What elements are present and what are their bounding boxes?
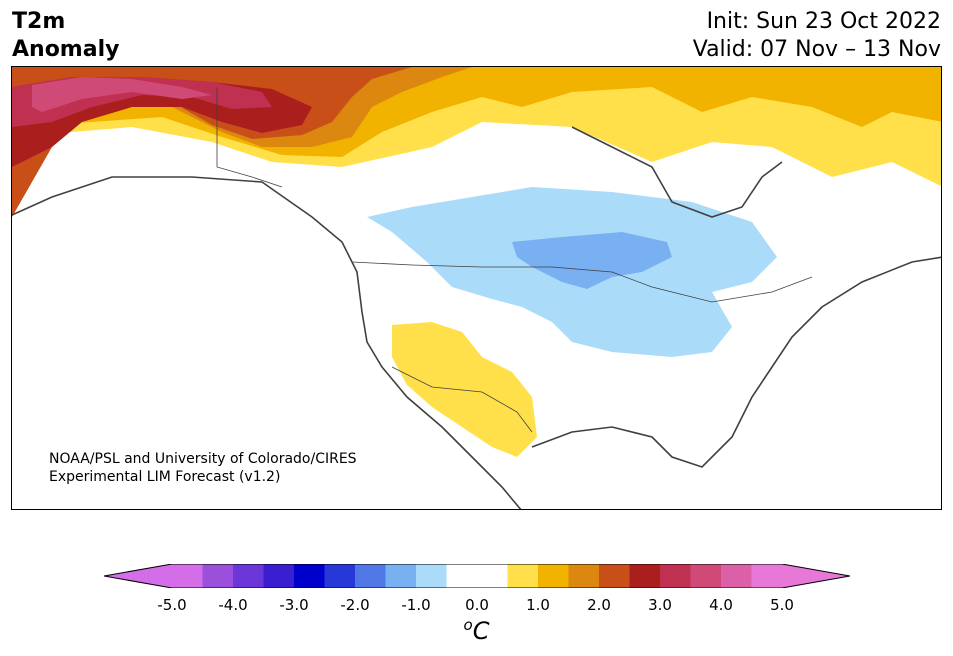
colorbar-cell [233,564,264,588]
colorbar-tick-label: -3.0 [279,596,309,614]
colorbar-cells [172,564,783,588]
colorbar-ticks: -5.0 -4.0 -3.0 -2.0 -1.0 0.0 1.0 2.0 3.0 4.0 5.0 [0,596,953,616]
border-alaska [216,87,283,188]
colorbar-tick-label: -1.0 [401,596,431,614]
anomaly-map: NOAA/PSL and University of Colorado/CIRE… [11,66,942,510]
border-us-canada [351,261,813,303]
border-us-mexico [391,366,533,433]
coastline-gulf [531,256,941,468]
colorbar-cell [629,564,661,588]
colorbar-cell [324,564,356,588]
colorbar-cell [202,564,234,588]
colorbar-tick-label: 1.0 [526,596,550,614]
title-left: T2m Anomaly [12,8,119,64]
init-date: Init: Sun 23 Oct 2022 [706,9,941,34]
colorbar-cell [690,564,722,588]
colorbar-cell [172,564,203,588]
colorbar-unit: oC [0,616,953,645]
credit-text: NOAA/PSL and University of Colorado/CIRE… [49,450,357,486]
colorbar-tick-label: -4.0 [218,596,248,614]
anomaly-midblue-central [512,232,672,289]
colorbar-tick-label: 3.0 [648,596,672,614]
colorbar-cell [446,564,478,588]
colorbar-tick-label: 4.0 [709,596,733,614]
colorbar-cell [294,564,325,588]
unit-degree: o [463,616,473,634]
colorbar-under-arrow [104,564,172,588]
unit-celsius: C [472,617,490,645]
colorbar [104,564,850,588]
colorbar-cell [599,564,630,588]
colorbar-cell [385,564,417,588]
colorbar-cell [416,564,447,588]
title-line-variable: T2m [12,9,66,34]
colorbar-tick-label: -2.0 [340,596,370,614]
valid-range: Valid: 07 Nov – 13 Nov [692,37,941,62]
colorbar-cell [721,564,752,588]
colorbar-tick-label: 5.0 [770,596,794,614]
anomaly-darkorange-north [12,67,412,217]
colorbar-tick-label: 2.0 [587,596,611,614]
colorbar-cell [507,564,539,588]
colorbar-cell [477,564,508,588]
colorbar-cell [660,564,691,588]
colorbar-cell [355,564,386,588]
colorbar-cell [751,564,783,588]
colorbar-cell [263,564,295,588]
colorbar-cell [538,564,569,588]
credit-line-1: NOAA/PSL and University of Colorado/CIRE… [49,451,357,467]
colorbar-tick-label: 0.0 [465,596,489,614]
credit-line-2: Experimental LIM Forecast (v1.2) [49,469,281,485]
title-line-anomaly: Anomaly [12,37,120,62]
map-canvas [12,67,941,509]
coastline-west [12,176,522,509]
coastline-hudson [571,126,783,218]
colorbar-cell [568,564,600,588]
anomaly-pink-alaska [32,77,212,112]
colorbar-tick-label: -5.0 [157,596,187,614]
title-right: Init: Sun 23 Oct 2022 Valid: 07 Nov – 13… [693,8,941,64]
anomaly-yellow-southwest [392,322,537,457]
colorbar-over-arrow [782,564,850,588]
